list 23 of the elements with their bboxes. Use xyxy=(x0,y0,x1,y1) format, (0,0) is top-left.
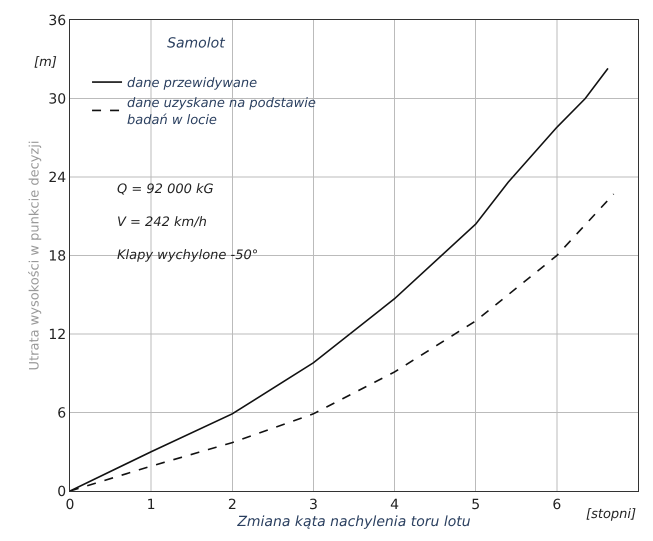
text: [m] xyxy=(34,55,57,70)
annotation: V = 242 km/h xyxy=(117,215,207,230)
y-tick-label: 30 xyxy=(48,91,66,108)
legend-label: dane przewidywane xyxy=(127,76,258,92)
y-tick-label: 6 xyxy=(57,405,66,422)
x-tick-label: 4 xyxy=(390,496,400,513)
x-tick-label: 1 xyxy=(146,496,156,513)
x-axis-title: Zmiana kąta nachylenia toru lotu xyxy=(236,514,471,530)
x-tick-label: 6 xyxy=(552,496,562,513)
text: Samolot xyxy=(167,36,226,52)
annotation: Q = 92 000 kG xyxy=(117,182,214,197)
x-tick-label: 3 xyxy=(308,496,318,513)
y-tick-label: 36 xyxy=(48,12,66,29)
y-tick-label: 24 xyxy=(48,170,66,186)
x-tick-label: 5 xyxy=(471,496,480,513)
y-tick-label: 18 xyxy=(48,248,66,264)
y-tick-label: 0 xyxy=(57,484,66,500)
annotation: Klapy wychylone -50° xyxy=(117,248,258,263)
y-tick-label: 12 xyxy=(48,326,66,343)
text: [stopni] xyxy=(586,507,636,522)
legend-label: dane uzyskane na podstawie badań w locie xyxy=(127,96,316,128)
y-axis-title: Utrata wysokości w punkcie decyzji xyxy=(27,140,42,370)
x-tick-label: 2 xyxy=(228,496,237,513)
